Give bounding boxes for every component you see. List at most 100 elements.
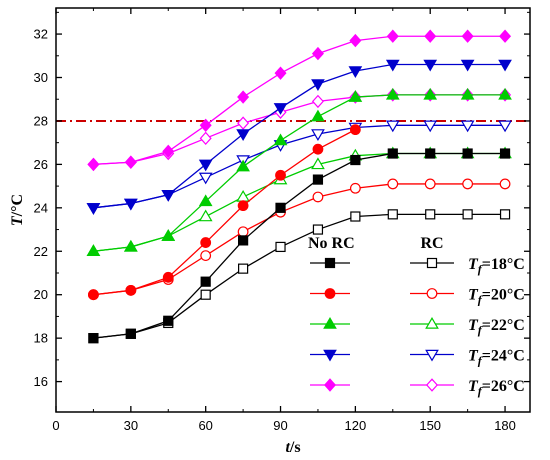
series-norc-1-point — [88, 289, 99, 301]
series-norc-4-point — [461, 29, 474, 43]
legend-marker-no-rc — [323, 349, 337, 362]
series-norc-3-line — [93, 63, 506, 209]
series-norc-3-point — [123, 198, 138, 211]
series-norc-4-point — [386, 29, 399, 43]
series-rc-3-point — [311, 129, 325, 141]
x-tick-label: 90 — [273, 418, 287, 433]
series-rc-4-point — [199, 131, 212, 146]
legend-label: Tf=20°C — [468, 287, 525, 307]
series-norc-3-point — [423, 59, 438, 72]
series-norc-1-point — [237, 200, 249, 212]
series-norc-4-point — [274, 66, 287, 80]
x-tick-label: 0 — [52, 418, 59, 433]
series-norc-2-point — [161, 229, 176, 241]
series-rc-2-point — [311, 157, 325, 170]
series-norc-2-point — [348, 90, 363, 102]
x-tick-label: 150 — [419, 418, 441, 433]
series-rc-0-point — [275, 241, 286, 253]
series-norc-2-point — [311, 109, 325, 122]
series-norc-3-point — [385, 59, 400, 72]
series-rc-4-point — [311, 94, 324, 109]
legend-entry-4: Tf=26°C — [310, 378, 525, 398]
series-norc-3-point — [161, 190, 176, 202]
series-norc-2-point — [236, 159, 250, 172]
legend-marker-rc — [425, 349, 439, 362]
series-norc-2-point — [423, 87, 438, 100]
series-norc-1-point — [162, 271, 174, 283]
series-rc-0-point — [200, 289, 211, 300]
plot-frame — [55, 7, 531, 413]
series-norc-4-line — [93, 35, 506, 166]
y-tick-label: 30 — [34, 70, 48, 85]
series-layer — [86, 29, 512, 344]
y-tick-label: 32 — [34, 27, 48, 42]
series-rc-0-point — [238, 263, 249, 274]
y-tick-label: 20 — [34, 287, 48, 302]
series-rc-0-line — [93, 213, 506, 339]
y-tick-label: 26 — [34, 157, 48, 172]
legend: No RC RC Tf=18°C Tf=20°C Tf=22°C Tf=24°C Tf=26… — [308, 235, 525, 398]
series-norc-1-point — [125, 284, 137, 296]
y-tick-label: 18 — [34, 331, 48, 346]
series-rc-0-point — [425, 209, 436, 220]
series-rc-0-point — [350, 211, 361, 222]
axes-layer: 0 30 60 90 120 150 180 16 18 20 22 24 26 28 30 32 t/s T/°… — [9, 7, 531, 456]
series-rc-1-point — [349, 182, 361, 194]
series-norc-4-point — [424, 29, 437, 43]
series-norc-3-point — [498, 59, 512, 72]
series-rc-3 — [86, 120, 512, 215]
series-norc-3-point — [311, 79, 325, 92]
series-norc-2-point — [385, 87, 400, 100]
series-norc-0 — [88, 148, 511, 344]
legend-label: Tf=26°C — [468, 378, 525, 398]
series-rc-3-point — [498, 120, 512, 133]
series-norc-4-point — [199, 118, 212, 132]
series-norc-1-point — [349, 124, 361, 136]
series-rc-1-point — [387, 178, 399, 190]
x-axis-title: t/s — [285, 439, 300, 456]
x-tick-label: 30 — [124, 418, 138, 433]
series-norc-1-line — [93, 129, 356, 296]
series-rc-0-point — [387, 209, 398, 220]
series-rc-3-point — [198, 172, 213, 185]
series-rc-3-point — [423, 120, 438, 133]
series-norc-3-point — [348, 66, 363, 78]
series-rc-1-point — [499, 178, 511, 190]
series-norc-4-point — [237, 90, 250, 104]
series-norc-2-point — [198, 194, 213, 207]
series-rc-1-point — [424, 178, 436, 190]
series-norc-0-point — [275, 202, 286, 213]
series-norc-4-point — [87, 157, 100, 172]
series-rc-1-point — [200, 250, 212, 262]
series-rc-3-point — [460, 120, 475, 133]
series-norc-3-point — [273, 103, 288, 115]
series-rc-0-point — [462, 209, 473, 220]
y-axis-title: T/°C — [9, 194, 26, 226]
series-norc-0-point — [88, 333, 99, 344]
legend-marker-rc — [426, 288, 438, 299]
legend-marker-no-rc — [323, 317, 337, 329]
series-rc-1-point — [237, 226, 249, 238]
series-norc-0-point — [350, 154, 361, 166]
series-norc-1-point — [275, 169, 286, 181]
series-rc-3-point — [385, 120, 400, 133]
series-norc-0-point — [499, 148, 511, 159]
series-norc-0-point — [312, 174, 324, 185]
series-norc-3 — [86, 59, 512, 215]
series-norc-4-point — [499, 29, 512, 43]
series-norc-4-point — [162, 144, 175, 159]
series-rc-4-point — [237, 116, 250, 130]
legend-marker-rc — [425, 378, 439, 392]
series-norc-3-point — [236, 129, 250, 141]
series-norc-0-point — [125, 328, 136, 339]
series-norc-2-point — [86, 244, 101, 257]
series-rc-1-line — [93, 183, 506, 296]
legend-label: Tf=24°C — [468, 348, 525, 368]
series-norc-0-point — [425, 148, 436, 159]
y-tick-label: 24 — [34, 200, 48, 215]
series-norc-0-point — [238, 235, 249, 246]
legend-marker-no-rc — [324, 257, 336, 269]
series-rc-0 — [88, 209, 511, 344]
